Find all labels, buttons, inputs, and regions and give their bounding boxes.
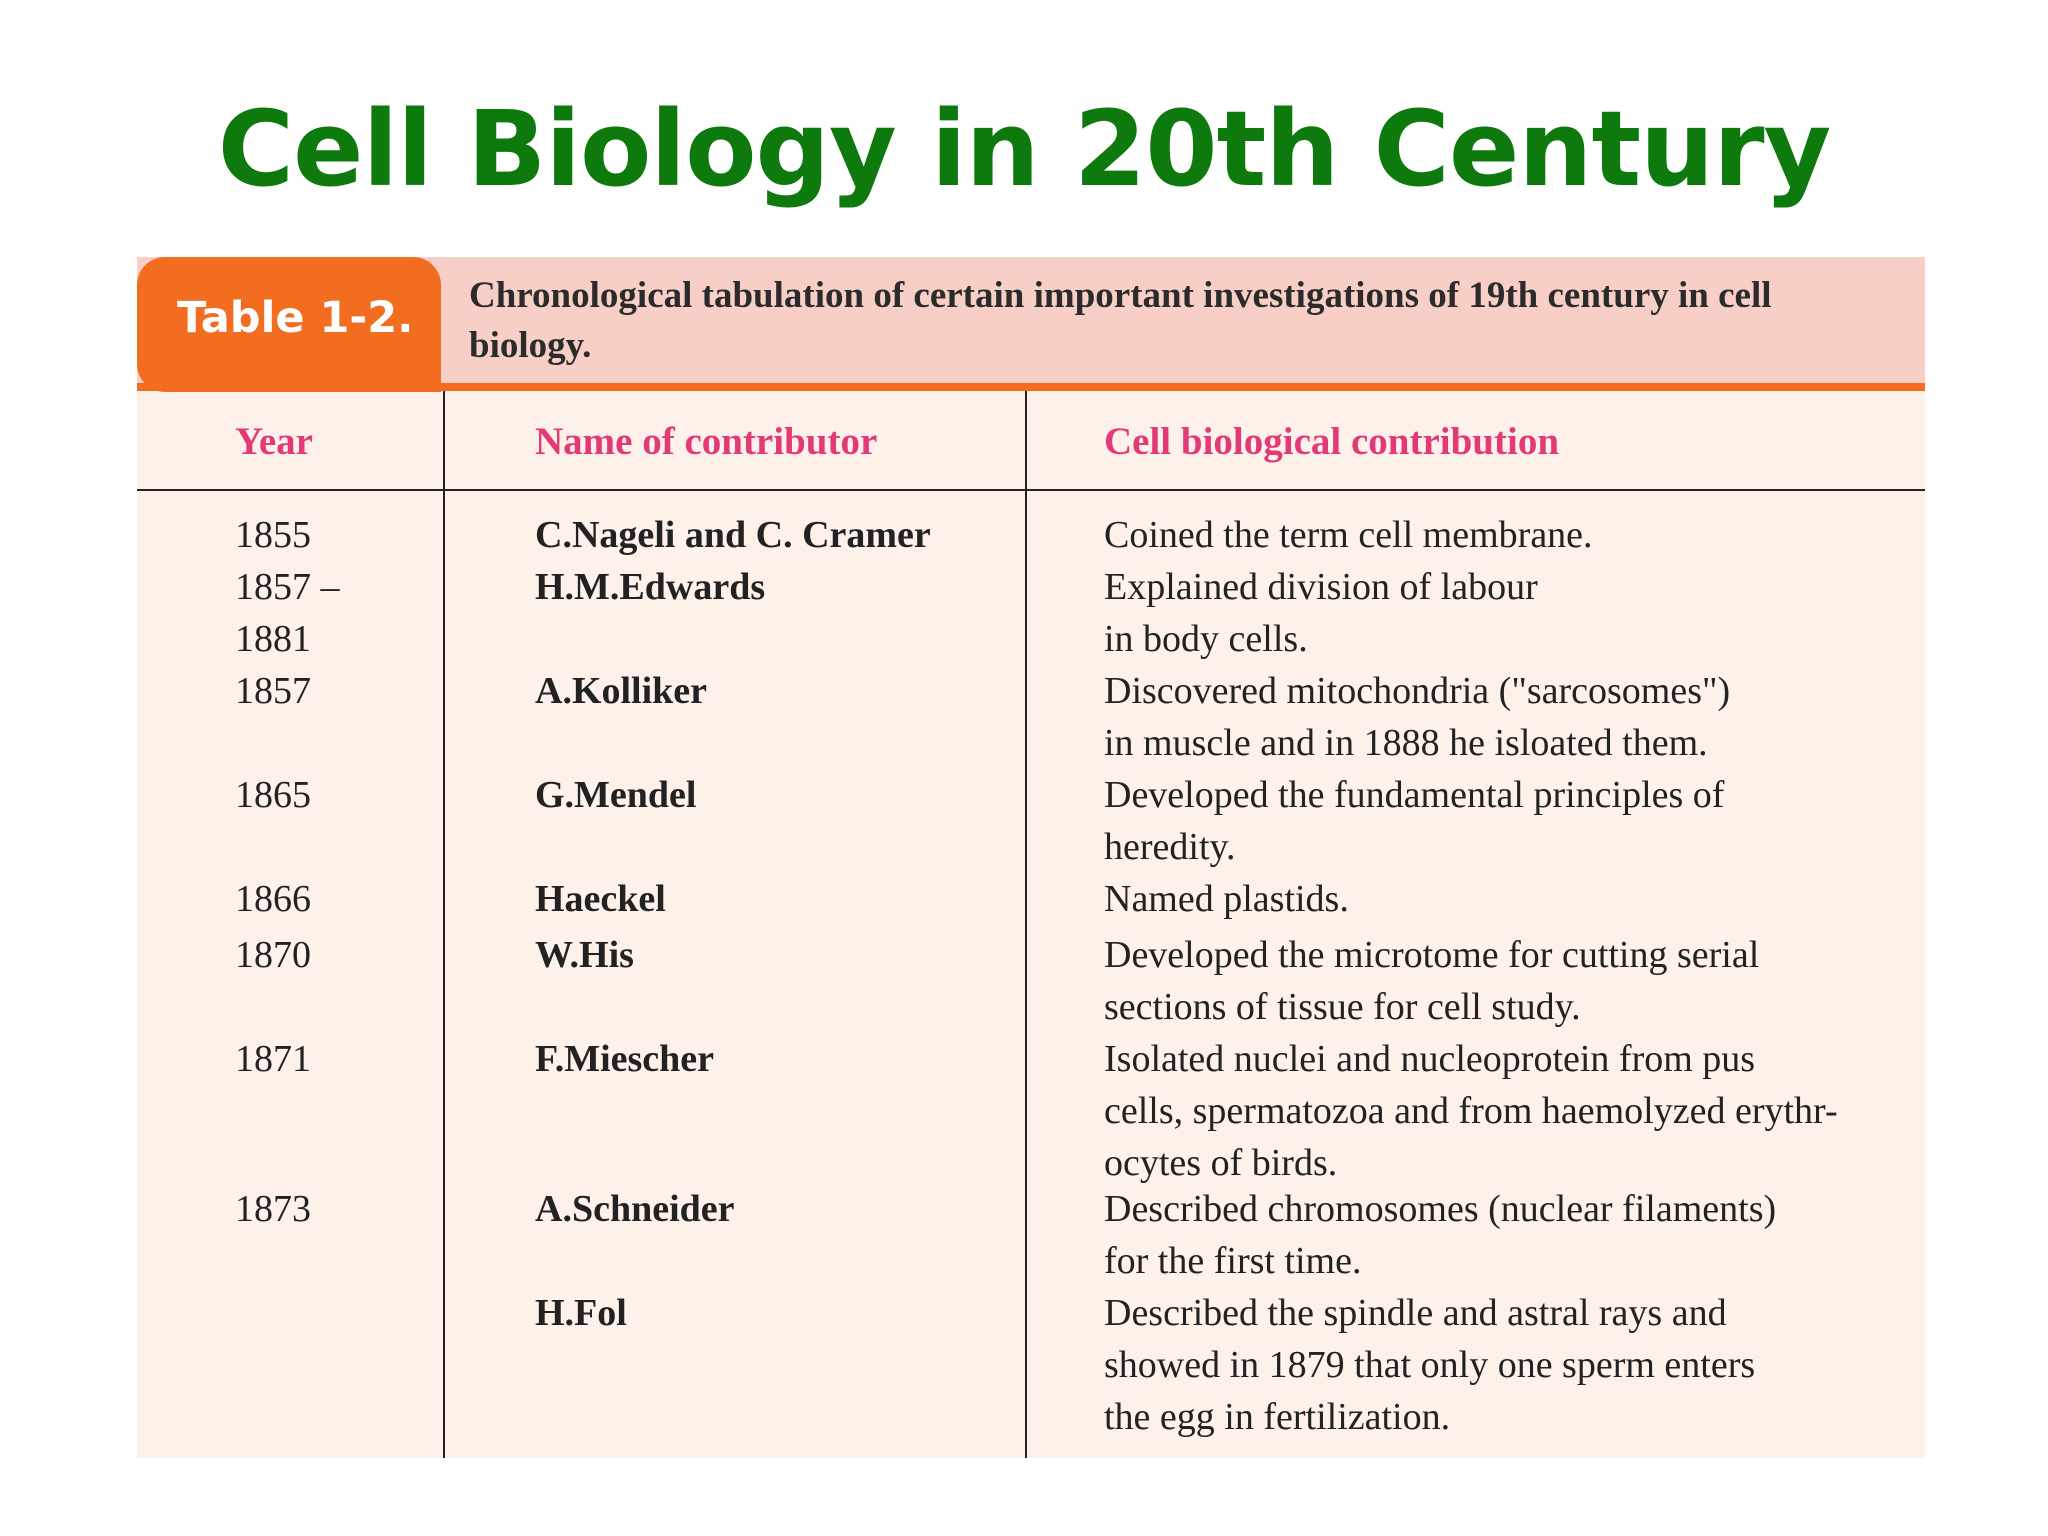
table-label: Table 1-2. (177, 293, 414, 343)
row-year: 1857 – 1881 (235, 566, 340, 660)
table-figure: Table 1-2. Chronological tabulation of c… (137, 257, 1925, 1458)
row-contribution: Described chromosomes (nuclear filaments… (1104, 1188, 1777, 1282)
row-year: 1865 (235, 774, 311, 816)
column-divider (1025, 391, 1027, 1458)
row-contributor: F.Miescher (535, 1038, 715, 1080)
table-label-tab: Table 1-2. (137, 257, 441, 392)
row-contribution: Described the spindle and astral rays an… (1104, 1292, 1756, 1438)
row-contributor: G.Mendel (535, 774, 697, 816)
row-contributor: H.M.Edwards (535, 566, 766, 608)
column-header-contribution: Cell biological contribution (1104, 420, 1560, 463)
table-caption: Chronological tabulation of certain impo… (469, 275, 1772, 366)
row-contributor: C.Nageli and C. Cramer (535, 514, 931, 556)
row-contributor: W.His (535, 934, 634, 976)
row-contributor: A.Kolliker (535, 670, 708, 712)
row-year: 1866 (235, 878, 311, 920)
header-rule (137, 489, 1925, 491)
row-year: 1855 (235, 514, 311, 556)
slide-title: Cell Biology in 20th Century (217, 88, 1832, 210)
row-contribution: Explained division of labour in body cel… (1104, 566, 1538, 660)
row-year: 1873 (235, 1188, 311, 1230)
row-contribution: Named plastids. (1104, 878, 1349, 920)
row-contribution: Coined the term cell membrane. (1104, 514, 1593, 556)
column-header-year: Year (235, 420, 313, 463)
caption-rule (137, 383, 1925, 391)
row-contributor: A.Schneider (535, 1188, 735, 1230)
column-header-name: Name of contributor (535, 420, 878, 463)
row-year: 1870 (235, 934, 311, 976)
row-year: 1857 (235, 670, 311, 712)
row-contributor: H.Fol (535, 1292, 627, 1334)
row-year: 1871 (235, 1038, 311, 1080)
row-contribution: Discovered mitochondria ("sarcosomes") i… (1104, 670, 1731, 764)
row-contribution: Developed the microtome for cutting seri… (1104, 934, 1760, 1028)
row-contribution: Isolated nuclei and nucleoprotein from p… (1104, 1038, 1838, 1184)
row-contributor: Haeckel (535, 878, 666, 920)
row-contribution: Developed the fundamental principles of … (1104, 774, 1725, 868)
column-divider (443, 391, 445, 1458)
